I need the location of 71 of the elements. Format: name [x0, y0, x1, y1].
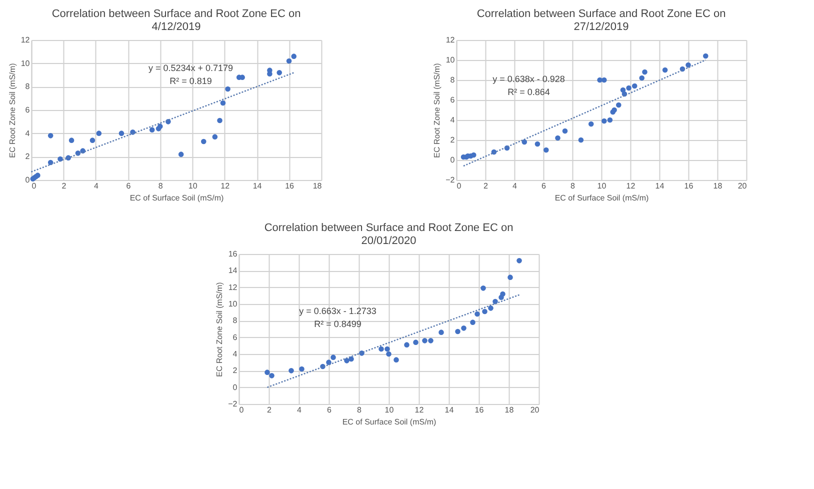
annotation: y = 0.663x - 1.2733	[299, 306, 376, 316]
x-axis-title: EC of Surface Soil (mS/m)	[130, 194, 224, 202]
x-tick-label: 8	[357, 406, 362, 414]
x-tick-label: 18	[713, 182, 723, 190]
annotation: y = 0.5234x + 0.7179	[148, 63, 234, 73]
y-tick-label: 10	[228, 300, 238, 308]
x-tick-label: 14	[252, 182, 262, 190]
x-axis-title: EC of Surface Soil (mS/m)	[342, 418, 436, 426]
x-tick-label: 16	[474, 406, 484, 414]
y-axis-title: EC Root Zone Soil (mS/m)	[215, 282, 224, 377]
x-tick-label: 20	[530, 406, 540, 414]
y-axis-title: EC Root Zone Soil (mS/m)	[432, 62, 442, 158]
x-tick-label: 4	[297, 406, 302, 414]
y-tick-label: 12	[446, 36, 456, 44]
x-axis-title: EC of Surface Soil (mS/m)	[554, 194, 649, 202]
y-tick-label: 0	[25, 176, 30, 184]
x-tick-label: 0	[239, 406, 244, 414]
y-tick-label: −2	[446, 176, 456, 184]
y-tick-label: 2	[25, 152, 30, 162]
x-tick-label: 6	[542, 182, 547, 190]
x-tick-label: 16	[684, 182, 694, 190]
x-tick-label: 16	[285, 182, 295, 190]
x-tick-label: 12	[626, 182, 636, 190]
annotation: R² = 0.864	[508, 87, 550, 98]
x-tick-label: 10	[597, 182, 607, 190]
chart-title: Correlation between Surface and Root Zone EC on 4/12/2019	[52, 8, 301, 33]
x-tick-label: 10	[188, 182, 198, 190]
y-tick-label: 2	[450, 136, 456, 144]
chart-title: Correlation between Surface and Root Zone EC on 20/01/2020	[264, 222, 514, 247]
y-tick-label: 4	[25, 128, 30, 138]
x-tick-label: 12	[220, 182, 230, 190]
x-tick-label: 6	[126, 182, 132, 190]
y-tick-label: −2	[228, 400, 238, 408]
y-axis-title: EC Root Zone Soil (mS/m)	[8, 62, 17, 158]
x-tick-label: 18	[504, 406, 514, 414]
x-tick-label: 0	[456, 182, 462, 190]
x-tick-label: 2	[484, 182, 489, 190]
annotation: R² = 0.8499	[314, 319, 362, 329]
y-tick-label: 6	[450, 96, 456, 104]
annotation: y = 0.638x - 0.928	[492, 74, 565, 84]
x-tick-label: 0	[32, 182, 37, 190]
x-tick-label: 4	[512, 182, 518, 190]
x-tick-label: 6	[327, 406, 332, 414]
y-tick-label: 12	[228, 282, 238, 292]
x-tick-label: 2	[62, 182, 67, 190]
y-tick-label: 10	[20, 58, 30, 68]
y-tick-label: 8	[450, 76, 456, 84]
y-tick-label: 10	[446, 56, 456, 64]
x-tick-label: 4	[94, 182, 99, 190]
y-tick-label: 6	[25, 106, 30, 114]
y-tick-label: 12	[20, 36, 30, 44]
y-tick-label: 14	[228, 266, 238, 276]
y-tick-label: 0	[232, 382, 238, 392]
x-tick-label: 18	[312, 182, 322, 190]
x-tick-label: 2	[267, 406, 272, 414]
chart-title: Correlation between Surface and Root Zone EC on 27/12/2019	[476, 8, 726, 33]
y-tick-label: 8	[232, 316, 238, 326]
x-tick-label: 14	[655, 182, 665, 190]
y-tick-label: 4	[450, 116, 456, 124]
x-tick-label: 8	[158, 182, 164, 190]
y-tick-label: 16	[228, 250, 238, 258]
x-tick-label: 12	[414, 406, 424, 414]
y-tick-label: 4	[232, 350, 238, 358]
y-tick-label: 8	[25, 82, 30, 92]
annotation: R² = 0.819	[170, 76, 212, 86]
y-tick-label: 6	[232, 332, 238, 342]
y-tick-label: 2	[232, 366, 238, 376]
y-tick-label: 0	[450, 156, 456, 164]
x-tick-label: 10	[384, 406, 394, 414]
x-tick-label: 8	[570, 182, 576, 190]
x-tick-label: 20	[738, 182, 748, 190]
